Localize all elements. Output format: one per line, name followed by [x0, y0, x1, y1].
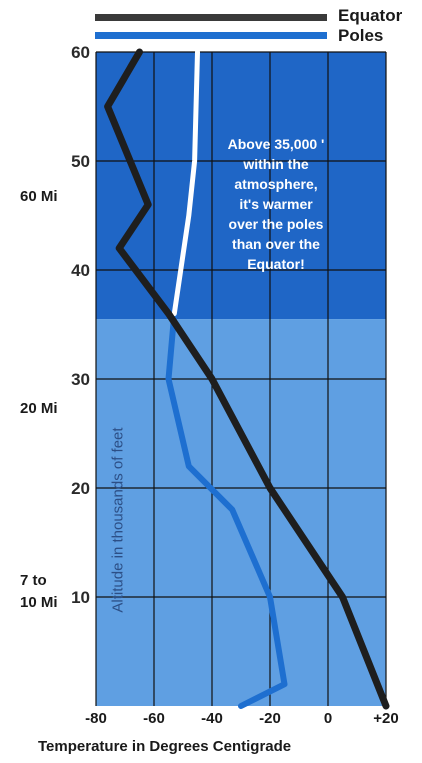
y-axis-title: Altitude in thousands of feet [109, 427, 127, 613]
y-tick-label: 10 [71, 588, 90, 607]
side-label-20mi: 20 Mi [20, 400, 58, 417]
x-tick-label: -80 [85, 710, 107, 727]
legend-equator-swatch [95, 14, 327, 21]
chart-annotation: Above 35,000 ' within the atmosphere, it… [227, 136, 325, 272]
y-tick-label: 20 [71, 479, 90, 498]
equator-line [104, 48, 390, 710]
x-tick-label: -40 [201, 710, 223, 727]
x-tick-label: 0 [324, 710, 332, 727]
side-label-60mi: 60 Mi [20, 188, 58, 205]
y-tick-label: 60 [71, 43, 90, 62]
legend-poles-swatch [95, 32, 327, 39]
upper-atmosphere-band [96, 52, 386, 320]
x-tick-labels: -80 -60 -40 -20 0 +20 [85, 710, 399, 727]
y-tick-label: 30 [71, 370, 90, 389]
legend-poles-label: Poles [338, 26, 384, 45]
x-tick-label: -60 [143, 710, 165, 727]
poles-line-upper [171, 49, 200, 317]
y-tick-label: 50 [71, 152, 90, 171]
poles-line-lower [165, 310, 288, 709]
y-tick-label: 40 [71, 261, 90, 280]
lower-atmosphere-band [96, 319, 386, 706]
x-tick-label: +20 [373, 710, 398, 727]
x-axis-title: Temperature in Degrees Centigrade [38, 738, 292, 755]
x-tick-label: -20 [259, 710, 281, 727]
y-tick-labels: 10 20 30 40 50 60 [71, 43, 90, 607]
side-label-7to10mi: 7 to 10 Mi [20, 572, 58, 611]
series-lines [104, 48, 390, 710]
legend-equator-label: Equator [338, 6, 403, 25]
